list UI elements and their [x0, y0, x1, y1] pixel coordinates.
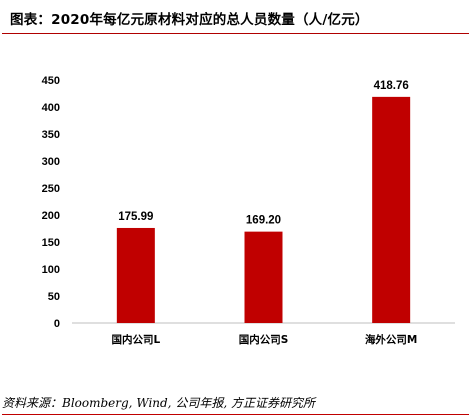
data-label: 175.99 — [118, 211, 153, 223]
y-tick-label: 200 — [42, 210, 60, 222]
source-note: 资料来源：Bloomberg, Wind, 公司年报, 方正证券研究所 — [2, 396, 315, 410]
y-tick-label: 100 — [42, 264, 60, 276]
y-tick-label: 250 — [42, 183, 60, 195]
bar — [116, 227, 155, 323]
x-tick-label: 国内公司L — [111, 333, 160, 346]
y-tick-label: 300 — [42, 156, 60, 168]
y-tick-label: 350 — [42, 129, 60, 141]
data-label: 418.76 — [374, 80, 409, 92]
y-tick-label: 450 — [42, 75, 60, 87]
y-tick-label: 0 — [54, 318, 60, 330]
bar — [244, 231, 283, 323]
data-label: 169.20 — [246, 215, 281, 227]
bottom-divider — [2, 414, 469, 415]
title-divider — [2, 33, 469, 34]
bar-chart: 0 50 100 150 200 250 300 350 400 450 175.99 国内公司L 16… — [42, 75, 455, 346]
y-tick-label: 400 — [42, 102, 60, 114]
y-tick-label: 50 — [48, 291, 60, 303]
chart-title: 图表：2020年每亿元原材料对应的总人员数量（人/亿元） — [10, 12, 369, 28]
y-tick-label: 150 — [42, 237, 60, 249]
x-tick-label: 海外公司M — [365, 333, 417, 346]
bar — [372, 96, 411, 323]
x-tick-label: 国内公司S — [239, 333, 289, 346]
